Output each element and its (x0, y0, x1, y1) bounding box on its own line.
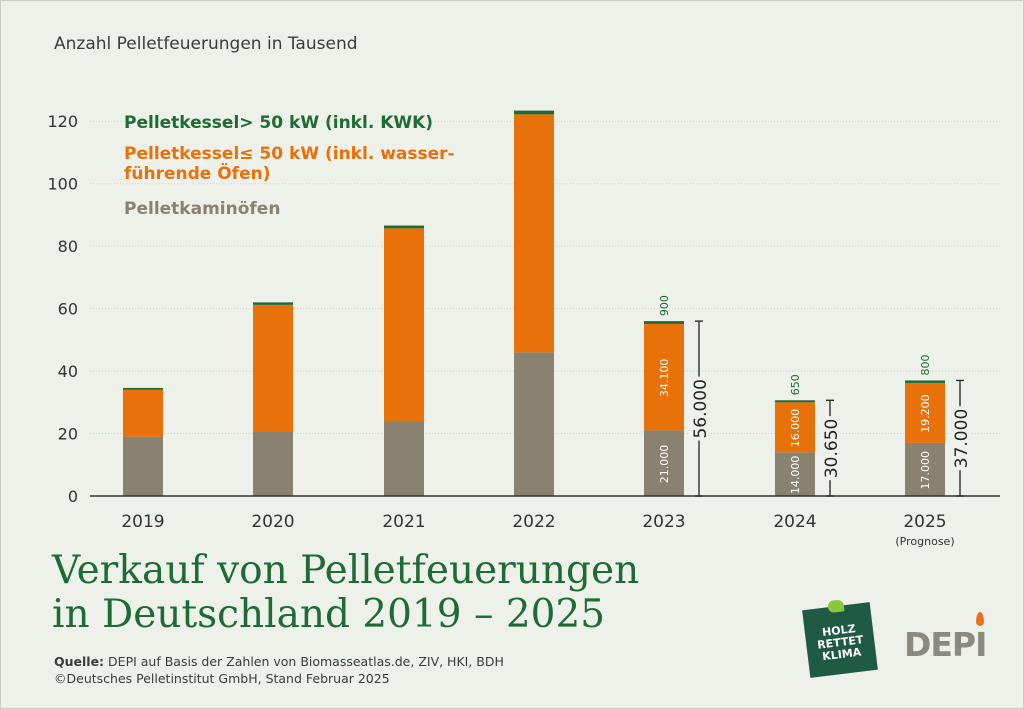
x-tick-label: 2025 (903, 512, 946, 532)
depi-logo: DEPI (904, 625, 987, 664)
legend-entry: Pelletkessel≤ 50 kW (inkl. wasser- (124, 144, 455, 164)
data-label: 16.000 (789, 409, 802, 448)
source-note: Quelle: DEPI auf Basis der Zahlen von Bi… (54, 653, 504, 687)
x-tick-label: 2021 (382, 512, 425, 532)
data-label: 21.000 (658, 445, 671, 484)
y-tick-label: 20 (58, 425, 78, 444)
bar-segment (905, 380, 945, 383)
y-tick-label: 60 (58, 300, 78, 319)
data-label: 800 (919, 354, 932, 375)
bar-segment (123, 436, 163, 496)
page-title: Verkauf von Pelletfeuerungen in Deutschl… (52, 549, 639, 637)
bar-segment (514, 352, 554, 496)
bar-segment (384, 421, 424, 496)
bar-segment (123, 387, 163, 390)
bar-segment (644, 321, 684, 324)
total-label: 37.000 (952, 409, 972, 468)
leaf-icon (827, 599, 845, 614)
total-label-bg (689, 376, 709, 441)
x-tick-label: 2020 (251, 512, 294, 532)
bar-segment (253, 431, 293, 496)
total-label-bg (820, 416, 840, 481)
holz-rettet-klima-logo: HOLZ RETTET KLIMA (802, 599, 878, 678)
bar-segment (905, 442, 945, 496)
bar-segment (775, 402, 815, 453)
bar-segment (775, 452, 815, 496)
bar-segment (253, 304, 293, 432)
total-label: 56.000 (691, 379, 711, 438)
data-label: 14.000 (789, 456, 802, 495)
bar-segment (253, 302, 293, 305)
x-tick-label: 2024 (773, 512, 816, 532)
y-tick-label: 80 (58, 237, 78, 256)
total-label: 30.650 (822, 419, 842, 478)
stacked-bar-chart: 0 20 40 60 80 100 120 2019 2020 2021 2022 21.000 34.… (47, 110, 1000, 548)
bar-segment (775, 400, 815, 403)
legend-entry-line2: führende Öfen) (124, 162, 270, 184)
data-label: 650 (789, 374, 802, 395)
x-tick-label: 2022 (512, 512, 555, 532)
data-label: 34.100 (658, 359, 671, 398)
bar-segment (123, 389, 163, 437)
total-label-bg (950, 406, 970, 471)
data-label: 17.000 (919, 451, 932, 490)
bar-segment (644, 323, 684, 431)
data-label: 900 (658, 295, 671, 316)
y-tick-label: 120 (47, 112, 78, 131)
bar-segment (644, 430, 684, 496)
y-tick-label: 40 (58, 362, 78, 381)
bar-segment (514, 110, 554, 115)
legend-entry: Pelletkessel> 50 kW (inkl. KWK) (124, 113, 433, 133)
bar-segment (384, 225, 424, 229)
data-label: 19.200 (919, 394, 932, 433)
x-tick-note: (Prognose) (895, 535, 954, 548)
bar-segment (905, 382, 945, 443)
x-tick-label: 2023 (642, 512, 685, 532)
bar-segment (514, 114, 554, 353)
title-line-2: in Deutschland 2019 – 2025 (52, 592, 606, 637)
copyright-text: ©Deutsches Pelletinstitut GmbH, Stand Fe… (54, 671, 390, 686)
legend-entry: Pelletkaminöfen (124, 199, 280, 219)
x-tick-label: 2019 (121, 512, 164, 532)
source-label: Quelle: (54, 654, 105, 669)
y-tick-label: 0 (68, 487, 78, 506)
title-line-1: Verkauf von Pelletfeuerungen (52, 548, 640, 593)
y-tick-label: 100 (47, 175, 78, 194)
bar-segment (384, 228, 424, 422)
source-text: DEPI auf Basis der Zahlen von Biomasseat… (108, 654, 504, 669)
y-axis-unit-label: Anzahl Pelletfeuerungen in Tausend (54, 34, 358, 54)
flame-icon (976, 612, 984, 626)
